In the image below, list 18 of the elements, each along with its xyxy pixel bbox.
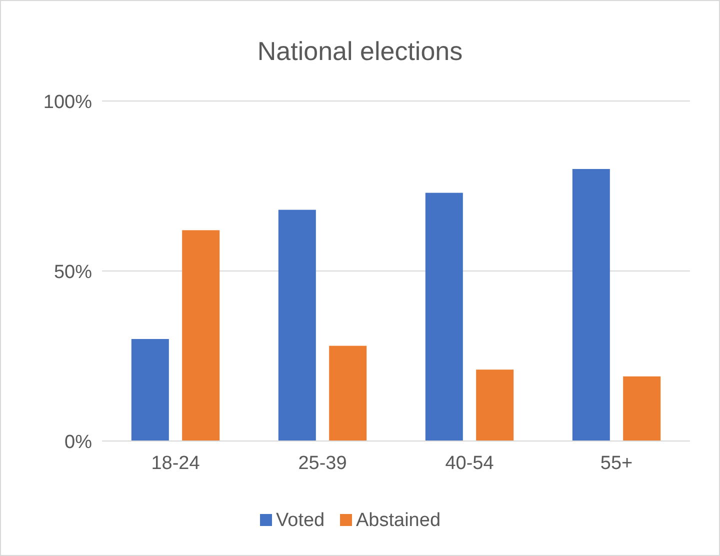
bar — [425, 192, 463, 441]
chart-title: National elections — [257, 36, 463, 66]
bar — [182, 230, 220, 441]
x-tick-label: 18-24 — [151, 453, 200, 474]
y-tick-label: 100% — [43, 92, 92, 113]
bar — [476, 370, 514, 441]
bar — [131, 339, 169, 441]
x-tick-label: 40-54 — [445, 453, 494, 474]
x-tick-label: 25-39 — [298, 453, 347, 474]
y-tick-label: 0% — [64, 432, 92, 453]
bar — [329, 346, 367, 441]
legend-label: Voted — [276, 510, 325, 531]
bar — [623, 376, 661, 441]
x-tick-label: 55+ — [600, 453, 633, 474]
bar — [278, 210, 316, 441]
y-tick-label: 50% — [54, 262, 92, 283]
bar — [572, 169, 610, 441]
legend-label: Abstained — [356, 510, 441, 531]
